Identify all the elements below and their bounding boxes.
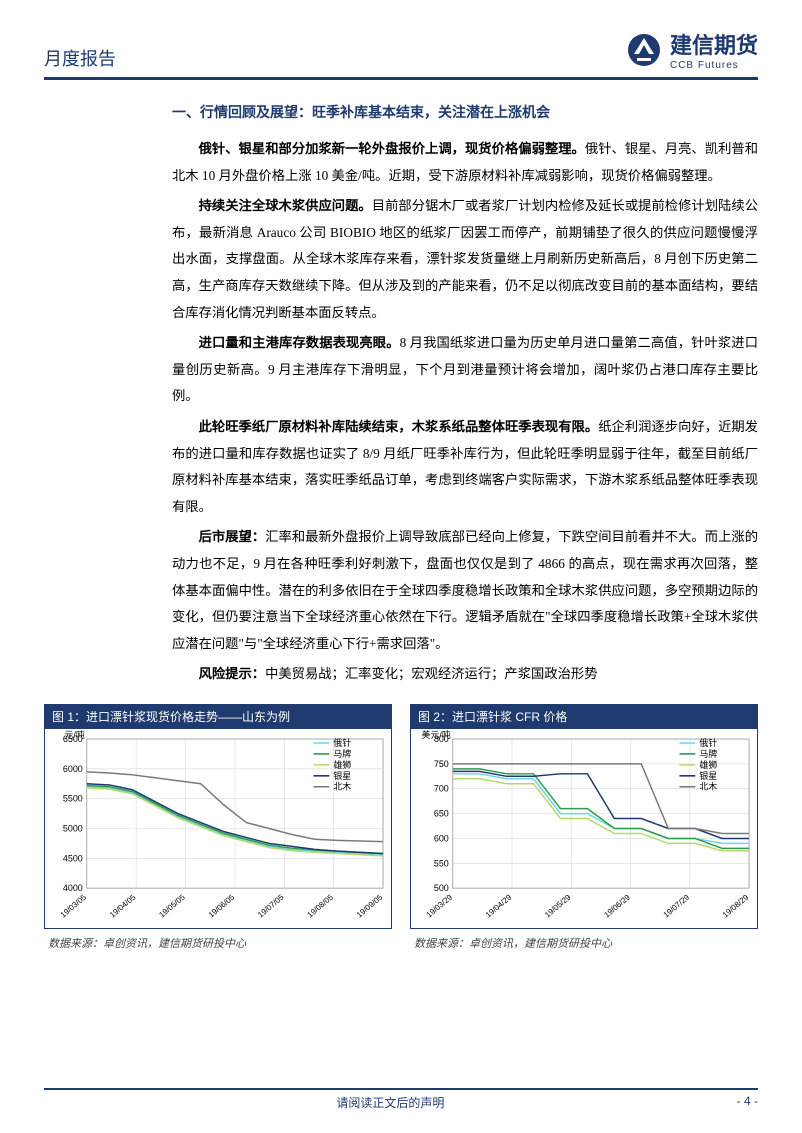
svg-text:雄狮: 雄狮 [333, 759, 351, 770]
para-lead: 持续关注全球木浆供应问题。 [199, 198, 372, 213]
svg-text:19/04/29: 19/04/29 [484, 892, 514, 919]
para-lead: 风险提示： [199, 666, 265, 681]
paragraph: 此轮旺季纸厂原材料补库陆续结束，木浆系纸品整体旺季表现有限。纸企利润逐步向好，近… [172, 414, 758, 520]
charts-row: 图 1：进口漂针浆现货价格走势——山东为例 4000 4500 5000 5500 60… [44, 704, 758, 957]
para-rest: 目前部分锯木厂或者浆厂计划内检修及延长或提前检修计划陆续公布，最新消息 Arau… [172, 198, 758, 319]
svg-text:4500: 4500 [63, 853, 83, 863]
svg-text:500: 500 [434, 883, 449, 893]
body-content: 一、行情回顾及展望：旺季补库基本结束，关注潜在上涨机会 俄针、银星和部分加浆新一… [44, 98, 758, 688]
chart-1-svg: 400045005000550060006500元/吨19/03/0519/04… [45, 729, 391, 928]
svg-text:19/06/05: 19/06/05 [207, 892, 237, 919]
paragraph: 风险提示：中美贸易战；汇率变化；宏观经济运行；产浆国政治形势 [172, 661, 758, 688]
svg-text:雄狮: 雄狮 [699, 759, 717, 770]
svg-text:19/06/29: 19/06/29 [602, 892, 632, 919]
svg-text:马牌: 马牌 [699, 748, 717, 759]
svg-text:19/03/29: 19/03/29 [425, 892, 455, 919]
svg-text:银星: 银星 [699, 770, 717, 781]
paragraph: 后市展望：汇率和最新外盘报价上调导致底部已经向上修复，下跌空间目前看并不大。而上… [172, 524, 758, 657]
svg-text:19/05/05: 19/05/05 [157, 892, 187, 919]
para-lead: 俄针、银星和部分加浆新一轮外盘报价上调，现货价格偏弱整理。 [199, 141, 585, 156]
brand-en: CCB Futures [670, 60, 758, 71]
chart-2-svg: 500550600650700750800美元/吨19/03/2919/04/2… [411, 729, 757, 928]
svg-text:19/09/05: 19/09/05 [355, 892, 385, 919]
para-lead: 进口量和主港库存数据表现亮眼。 [199, 335, 400, 350]
report-type: 月度报告 [44, 45, 116, 71]
chart-2: 图 2：进口漂针浆 CFR 价格 500550600650700750800美元… [410, 704, 758, 957]
paragraph: 进口量和主港库存数据表现亮眼。8 月我国纸浆进口量为历史单月进口量第二高值，针叶… [172, 330, 758, 410]
svg-text:俄针: 俄针 [699, 737, 717, 748]
paragraph: 持续关注全球木浆供应问题。目前部分锯木厂或者浆厂计划内检修及延长或提前检修计划陆… [172, 193, 758, 326]
brand-cn: 建信期货 [670, 28, 758, 60]
para-rest: 汇率和最新外盘报价上调导致底部已经向上修复，下跌空间目前看并不大。而上涨的动力也… [172, 529, 758, 650]
svg-text:600: 600 [434, 833, 449, 843]
svg-text:19/08/29: 19/08/29 [721, 892, 751, 919]
svg-text:19/08/05: 19/08/05 [305, 892, 335, 919]
svg-text:6000: 6000 [63, 764, 83, 774]
svg-text:19/05/29: 19/05/29 [543, 892, 573, 919]
svg-text:19/07/05: 19/07/05 [256, 892, 286, 919]
svg-text:俄针: 俄针 [333, 737, 351, 748]
ccb-logo-icon [626, 32, 662, 68]
svg-text:元/吨: 元/吨 [64, 729, 84, 740]
para-lead: 后市展望： [199, 529, 266, 544]
svg-text:750: 750 [434, 759, 449, 769]
chart-1: 图 1：进口漂针浆现货价格走势——山东为例 4000 4500 5000 5500 60… [44, 704, 392, 957]
svg-text:5000: 5000 [63, 823, 83, 833]
svg-text:550: 550 [434, 858, 449, 868]
svg-text:19/07/29: 19/07/29 [662, 892, 692, 919]
header: 月度报告 建信期货 CCB Futures [44, 28, 758, 80]
svg-text:北木: 北木 [699, 781, 717, 792]
svg-text:4000: 4000 [63, 883, 83, 893]
svg-text:银星: 银星 [333, 770, 351, 781]
footer: 请阅读正文后的声明 - 4 - [44, 1088, 758, 1111]
paragraph: 俄针、银星和部分加浆新一轮外盘报价上调，现货价格偏弱整理。俄针、银星、月亮、凯利… [172, 136, 758, 189]
svg-text:700: 700 [434, 784, 449, 794]
section-title: 一、行情回顾及展望：旺季补库基本结束，关注潜在上涨机会 [172, 98, 758, 126]
footer-note: 请阅读正文后的声明 [336, 1094, 444, 1111]
para-rest: 中美贸易战；汇率变化；宏观经济运行；产浆国政治形势 [265, 666, 597, 681]
svg-text:马牌: 马牌 [333, 748, 351, 759]
para-lead: 此轮旺季纸厂原材料补库陆续结束，木浆系纸品整体旺季表现有限。 [199, 419, 599, 434]
brand-block: 建信期货 CCB Futures [626, 28, 758, 71]
chart-1-title: 图 1：进口漂针浆现货价格走势——山东为例 [44, 704, 392, 729]
svg-text:北木: 北木 [333, 781, 351, 792]
svg-text:美元/吨: 美元/吨 [421, 729, 450, 740]
svg-text:5500: 5500 [63, 794, 83, 804]
chart-2-title: 图 2：进口漂针浆 CFR 价格 [410, 704, 758, 729]
footer-page: - 4 - [737, 1094, 758, 1111]
svg-text:19/03/05: 19/03/05 [59, 892, 89, 919]
chart-1-source: 数据来源：卓创资讯，建信期货研投中心 [44, 929, 392, 957]
svg-text:650: 650 [434, 808, 449, 818]
chart-2-source: 数据来源：卓创资讯，建信期货研投中心 [410, 929, 758, 957]
svg-text:19/04/05: 19/04/05 [108, 892, 138, 919]
